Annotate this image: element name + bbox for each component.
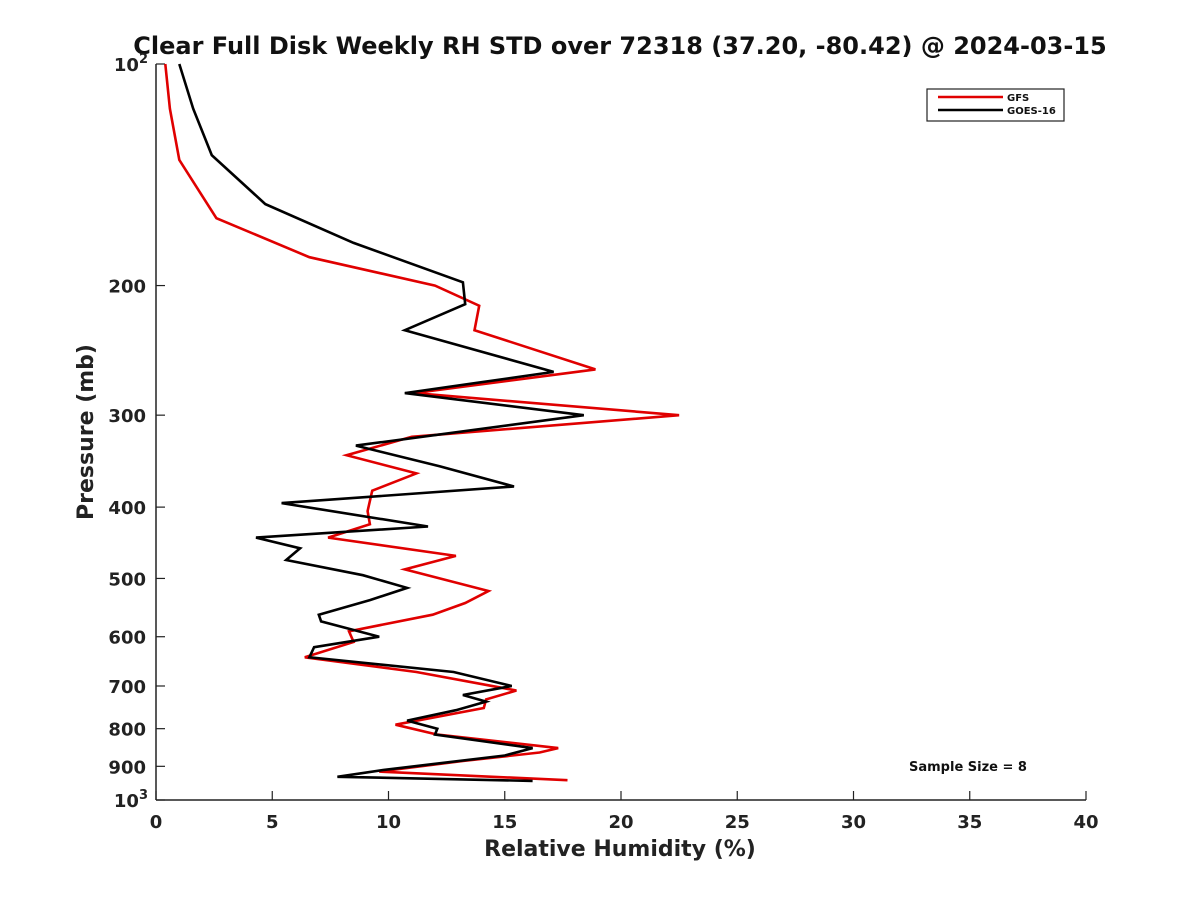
legend-label-gfs: GFS — [1007, 93, 1029, 104]
y-ticks: 102 200 300 400 500 600 700 800 900 103 — [108, 52, 165, 812]
legend-box — [926, 88, 1065, 122]
chart-title: Clear Full Disk Weekly RH STD over 72318… — [133, 32, 1106, 60]
x-ticks: 0 5 10 15 20 25 30 35 40 — [150, 791, 1099, 833]
sample-size-annotation: Sample Size = 8 — [909, 760, 1027, 775]
x-tick-label: 15 — [492, 812, 517, 833]
series-line-gfs — [164, 63, 680, 782]
y-tick-label: 400 — [108, 498, 146, 519]
y-axis-label: Pressure (mb) — [74, 344, 99, 520]
y-tick-label: 300 — [108, 406, 146, 427]
x-tick-label: 35 — [957, 812, 982, 833]
legend-label-goes16: GOES-16 — [1007, 106, 1056, 117]
y-tick-label: 103 — [114, 788, 148, 812]
x-tick-label: 5 — [266, 812, 279, 833]
x-axis-label: Relative Humidity (%) — [484, 837, 756, 862]
series-line-goes16 — [178, 63, 584, 783]
x-tick-label: 30 — [841, 812, 866, 833]
y-tick-label: 800 — [108, 720, 146, 741]
y-tick-label: 102 — [114, 52, 148, 76]
y-tick-label: 200 — [108, 277, 146, 298]
series-layer — [164, 63, 680, 783]
x-tick-label: 10 — [376, 812, 401, 833]
y-tick-label: 500 — [108, 569, 146, 590]
x-tick-label: 0 — [150, 812, 163, 833]
legend: GFS GOES-16 — [926, 88, 1065, 122]
y-tick-label: 700 — [108, 677, 146, 698]
x-tick-label: 25 — [725, 812, 750, 833]
y-tick-label: 600 — [108, 628, 146, 649]
x-tick-label: 20 — [608, 812, 633, 833]
y-tick-label: 900 — [108, 757, 146, 778]
x-tick-label: 40 — [1073, 812, 1098, 833]
